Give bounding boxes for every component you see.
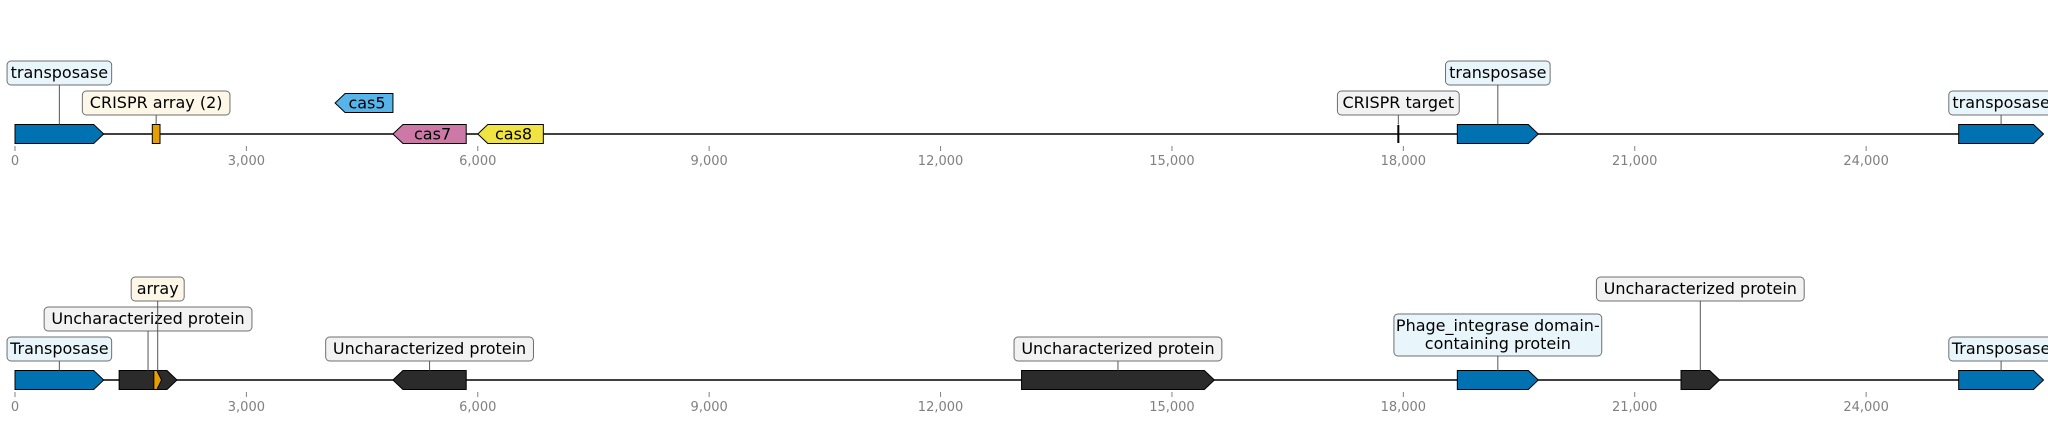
axis-tick-label: 3,000 <box>228 400 265 415</box>
feature-label: CRISPR array (2) <box>90 93 223 112</box>
feature-arrow <box>1456 370 1540 390</box>
feature-arrow <box>1958 124 2045 144</box>
feature-label: Phage_integrase domain- <box>1396 316 1600 336</box>
axis-tick-label: 12,000 <box>918 154 964 169</box>
feature-uncharacterized-protein: Uncharacterized protein <box>1595 276 1805 390</box>
axis-tick-label: 6,000 <box>459 154 496 169</box>
position-axis: 0 3,000 6,000 9,000 12,000 15,000 18,000 21,000… <box>11 392 1889 415</box>
feature-label: transposase <box>11 63 108 82</box>
feature-label: cas7 <box>414 125 451 144</box>
axis-tick-label: 3,000 <box>228 154 265 169</box>
track-2: Transposase Uncharacterized protein array U… <box>6 276 2048 415</box>
feature-transposase: transposase <box>1445 60 1551 144</box>
feature-crispr-target: CRISPR target <box>1336 90 1460 143</box>
feature-arrow <box>334 93 394 113</box>
feature-label: Transposase <box>1951 339 2048 358</box>
axis-tick-label: 0 <box>11 400 19 415</box>
feature-cas7: cas7 <box>392 124 467 144</box>
feature-transposase: transposase <box>6 60 113 144</box>
feature-transposase: Transposase <box>6 336 113 390</box>
axis-tick-label: 6,000 <box>459 400 496 415</box>
axis-tick-label: 9,000 <box>691 154 728 169</box>
feature-label: containing protein <box>1425 334 1571 353</box>
feature-arrow <box>14 370 105 390</box>
feature-arrow <box>118 370 178 390</box>
axis-tick-label: 21,000 <box>1612 400 1658 415</box>
feature-uncharacterized-protein: Uncharacterized protein <box>325 336 534 390</box>
feature-transposase: Transposase <box>1948 336 2048 390</box>
feature-label: Uncharacterized protein <box>333 339 526 358</box>
feature-cas5: cas5 <box>334 93 394 113</box>
feature-label: transposase <box>1952 93 2048 112</box>
track-1: transposase CRISPR array (2) cas5 cas7 cas8 C… <box>6 60 2048 169</box>
axis-tick-label: 21,000 <box>1612 154 1658 169</box>
feature-arrow <box>1680 370 1721 390</box>
axis-tick-label: 18,000 <box>1381 154 1427 169</box>
feature-uncharacterized-protein: Uncharacterized protein <box>1013 336 1223 390</box>
feature-array: array <box>130 276 185 390</box>
feature-label: Uncharacterized protein <box>1021 339 1214 358</box>
axis-tick-label: 0 <box>11 154 19 169</box>
feature-arrow <box>1958 370 2045 390</box>
feature-arrow <box>1456 124 1540 144</box>
feature-arrow <box>392 370 467 390</box>
axis-tick-label: 24,000 <box>1843 400 1889 415</box>
feature-phage-integrase-domain-: Phage_integrase domain-containing protei… <box>1393 313 1603 390</box>
axis-tick-label: 15,000 <box>1149 400 1195 415</box>
feature-label: Uncharacterized protein <box>51 309 244 328</box>
feature-label: Transposase <box>9 339 109 358</box>
axis-tick-label: 15,000 <box>1149 154 1195 169</box>
feature-arrow <box>1021 370 1216 390</box>
feature-label: transposase <box>1449 63 1546 82</box>
feature-label: array <box>137 279 179 298</box>
feature-arrow <box>14 124 105 144</box>
axis-tick-label: 12,000 <box>918 400 964 415</box>
feature-arrow <box>392 124 467 144</box>
feature-label: CRISPR target <box>1342 93 1454 112</box>
feature-arrow <box>153 370 163 390</box>
feature-crispr-array-2-: CRISPR array (2) <box>81 90 231 144</box>
feature-label: Uncharacterized protein <box>1604 279 1797 298</box>
feature-label: cas8 <box>495 125 532 144</box>
feature-label: cas5 <box>348 94 385 113</box>
position-axis: 0 3,000 6,000 9,000 12,000 15,000 18,000 21,000… <box>11 146 1889 169</box>
feature-transposase: transposase <box>1948 90 2048 144</box>
axis-tick-label: 18,000 <box>1381 400 1427 415</box>
feature-arrow <box>477 124 544 144</box>
feature-cas8: cas8 <box>477 124 544 144</box>
axis-tick-label: 9,000 <box>691 400 728 415</box>
feature-uncharacterized-protein: Uncharacterized protein <box>43 306 253 390</box>
axis-tick-label: 24,000 <box>1843 154 1889 169</box>
feature-arrow <box>151 124 161 144</box>
